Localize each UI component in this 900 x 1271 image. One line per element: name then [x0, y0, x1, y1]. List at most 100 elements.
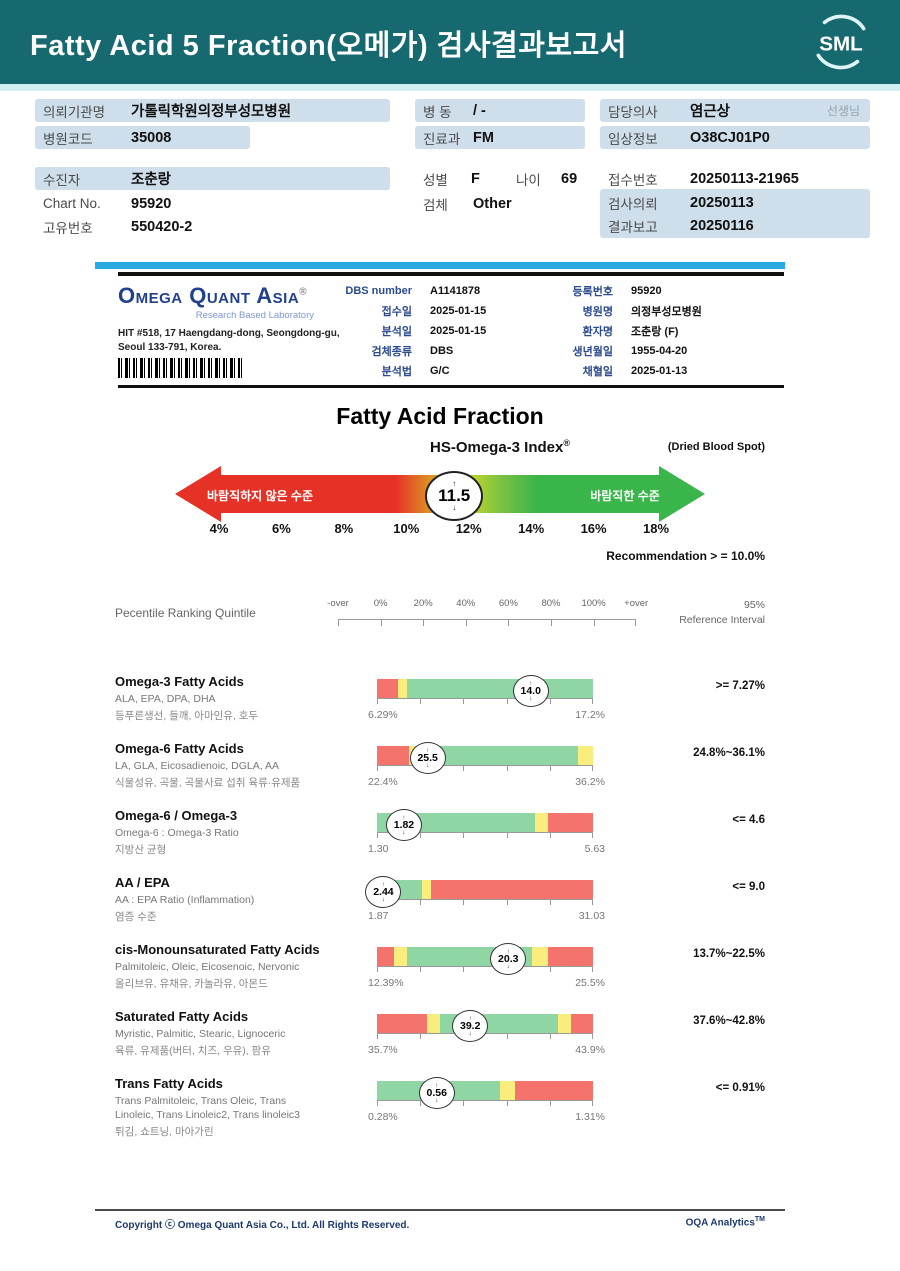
bar-segment-yellow	[534, 813, 548, 832]
quintile-axis-tick-label: 40%	[456, 598, 476, 609]
field-value: 20250113-21965	[690, 170, 799, 187]
field-label: 결과보고	[608, 219, 658, 235]
reference-interval: >= 7.27%	[715, 680, 765, 692]
oqa-field-value: 조춘랑 (F)	[631, 326, 679, 338]
quintile-bar-segments	[377, 880, 593, 899]
axis-tick	[380, 620, 382, 626]
axis-tick	[420, 900, 422, 905]
row-title: Omega-6 Fatty Acids	[115, 741, 244, 756]
oqa-field: DBS number A1141878	[330, 281, 486, 301]
range-high: 36.2%	[575, 776, 605, 788]
field-label: 접수번호	[608, 172, 658, 188]
row-text-block: Omega-6 Fatty Acids LA, GLA, Eicosadieno…	[115, 741, 373, 790]
reference-interval-label: Reference Interval	[679, 614, 765, 626]
field-label: 의뢰기관명	[43, 104, 106, 120]
up-arrow-icon: ↑	[452, 479, 457, 488]
bar-segment-yellow	[577, 746, 593, 765]
range-low: 0.28%	[368, 1111, 398, 1123]
row-subtitle-en: Omega-6 : Omega-3 Ratio	[115, 826, 373, 840]
quintile-bar: ↑ 0.56 ↓	[377, 1077, 593, 1109]
field-value: 69	[561, 170, 578, 187]
marker-value: 39.2	[460, 1019, 481, 1032]
down-arrow-icon: ↓	[435, 1096, 439, 1104]
row-title: Omega-3 Fatty Acids	[115, 674, 244, 689]
row-subtitle-line: Myristic, Palmitic, Stearic, Lignoceric	[115, 1028, 286, 1040]
gauge-tick-label: 14%	[518, 521, 545, 536]
row-text-block: AA / EPA AA : EPA Ratio (Inflammation) 염…	[115, 875, 373, 924]
oqa-field-value: 의정부성모병원	[631, 306, 702, 318]
field-label: 병 동	[423, 104, 452, 120]
value-marker: ↑ 14.0 ↓	[512, 675, 549, 707]
field-label: 진료과	[423, 131, 461, 147]
axis-tick	[423, 620, 425, 626]
quintile-bar-segments	[377, 947, 593, 966]
field-requesting-institution: 의뢰기관명 가톨릭학원의정부성모병원	[35, 99, 390, 122]
row-subtitle-kr: 튀김, 쇼트닝, 마아가린	[115, 1126, 214, 1138]
row-title: AA / EPA	[115, 875, 170, 890]
quintile-bar: ↑ 2.44 ↓	[365, 876, 593, 908]
oqa-field-label: 병원명	[582, 306, 613, 318]
reference-interval: 13.7%~22.5%	[693, 948, 765, 960]
value-marker: ↑ 20.3 ↓	[490, 943, 527, 975]
axis-tick	[506, 1034, 508, 1039]
row-subtitle-en: AA : EPA Ratio (Inflammation)	[115, 893, 373, 907]
reference-interval-header: 95% Reference Interval	[565, 598, 765, 628]
field-value: 가톨릭학원의정부성모병원	[131, 104, 292, 120]
down-arrow-icon: ↓	[402, 828, 406, 836]
axis-tick	[506, 833, 508, 838]
dried-blood-spot-note: (Dried Blood Spot)	[667, 441, 765, 453]
row-subtitle-kr: 염증 수준	[115, 911, 157, 923]
row-subtitle-en: LA, GLA, Eicosadienoic, DGLA, AA	[115, 759, 373, 773]
fatty-acid-row: Omega-6 / Omega-3 Omega-6 : Omega-3 Rati…	[0, 808, 900, 877]
quintile-bar-axis	[377, 698, 593, 705]
row-subtitle-kr: 등푸른생선, 들깨, 아마인유, 호두	[115, 710, 259, 722]
bar-segment-yellow	[558, 1014, 572, 1033]
axis-tick	[592, 699, 593, 704]
value-marker: ↑ 25.5 ↓	[409, 742, 446, 774]
bar-segment-red	[430, 880, 593, 899]
oqa-field-value: 2025-01-15	[430, 305, 487, 317]
up-arrow-icon: ↑	[381, 880, 386, 888]
gauge-left-arrowhead	[175, 466, 221, 522]
gauge-right-arrowhead	[659, 466, 705, 522]
reference-interval: <= 0.91%	[715, 1082, 765, 1094]
axis-tick	[508, 620, 510, 626]
copyright-text: Copyright ⓒ Omega Quant Asia Co., Ltd. A…	[115, 1220, 410, 1231]
oqa-field-label: 환자명	[582, 326, 613, 338]
up-arrow-icon: ↑	[468, 1014, 472, 1022]
gauge-tick-label: 18%	[642, 521, 670, 536]
bar-segment-yellow	[500, 1081, 516, 1100]
row-text-block: Trans Fatty Acids Trans Palmitoleic, Tra…	[115, 1076, 373, 1139]
field-label: 담당의사	[608, 104, 658, 120]
range-high: 31.03	[578, 910, 605, 922]
bar-segment-yellow	[397, 679, 408, 698]
value-marker: ↑ 39.2 ↓	[452, 1010, 489, 1042]
gauge-tick-label: 10%	[393, 521, 420, 536]
quintile-bar: ↑ 25.5 ↓	[377, 742, 593, 774]
axis-tick	[377, 766, 378, 771]
field-value: / -	[473, 102, 486, 119]
axis-tick	[592, 967, 593, 972]
axis-tick	[549, 1034, 551, 1039]
blue-divider-bar	[95, 262, 785, 269]
row-text-block: Omega-3 Fatty Acids ALA, EPA, DPA, DHA 등…	[115, 674, 373, 723]
row-subtitle-kr: 지방산 균형	[115, 844, 167, 856]
footer-rule	[95, 1209, 785, 1211]
row-subtitle-en: Myristic, Palmitic, Stearic, Lignoceric	[115, 1027, 373, 1041]
field-label: 성별	[423, 172, 448, 188]
axis-tick	[592, 1101, 593, 1106]
gauge-value: 11.5	[438, 486, 471, 505]
row-subtitle-en: Trans Palmitoleic, Trans Oleic, Trans Lin…	[115, 1094, 373, 1122]
axis-tick	[377, 699, 378, 704]
marker-value: 2.44	[373, 885, 394, 898]
quintile-title: Pecentile Ranking Quintile	[115, 606, 256, 620]
axis-tick	[463, 967, 465, 972]
gauge-tick-label: 16%	[580, 521, 607, 536]
row-text-block: Saturated Fatty Acids Myristic, Palmitic…	[115, 1009, 373, 1058]
axis-tick	[506, 1101, 508, 1106]
quintile-axis-tick-label: 20%	[413, 598, 433, 609]
axis-tick	[549, 833, 551, 838]
quintile-axis-labels: -over 0% 20% 40% 60% 80% 100% +over	[318, 598, 658, 610]
bar-segment-red	[571, 1014, 593, 1033]
axis-tick	[549, 766, 551, 771]
